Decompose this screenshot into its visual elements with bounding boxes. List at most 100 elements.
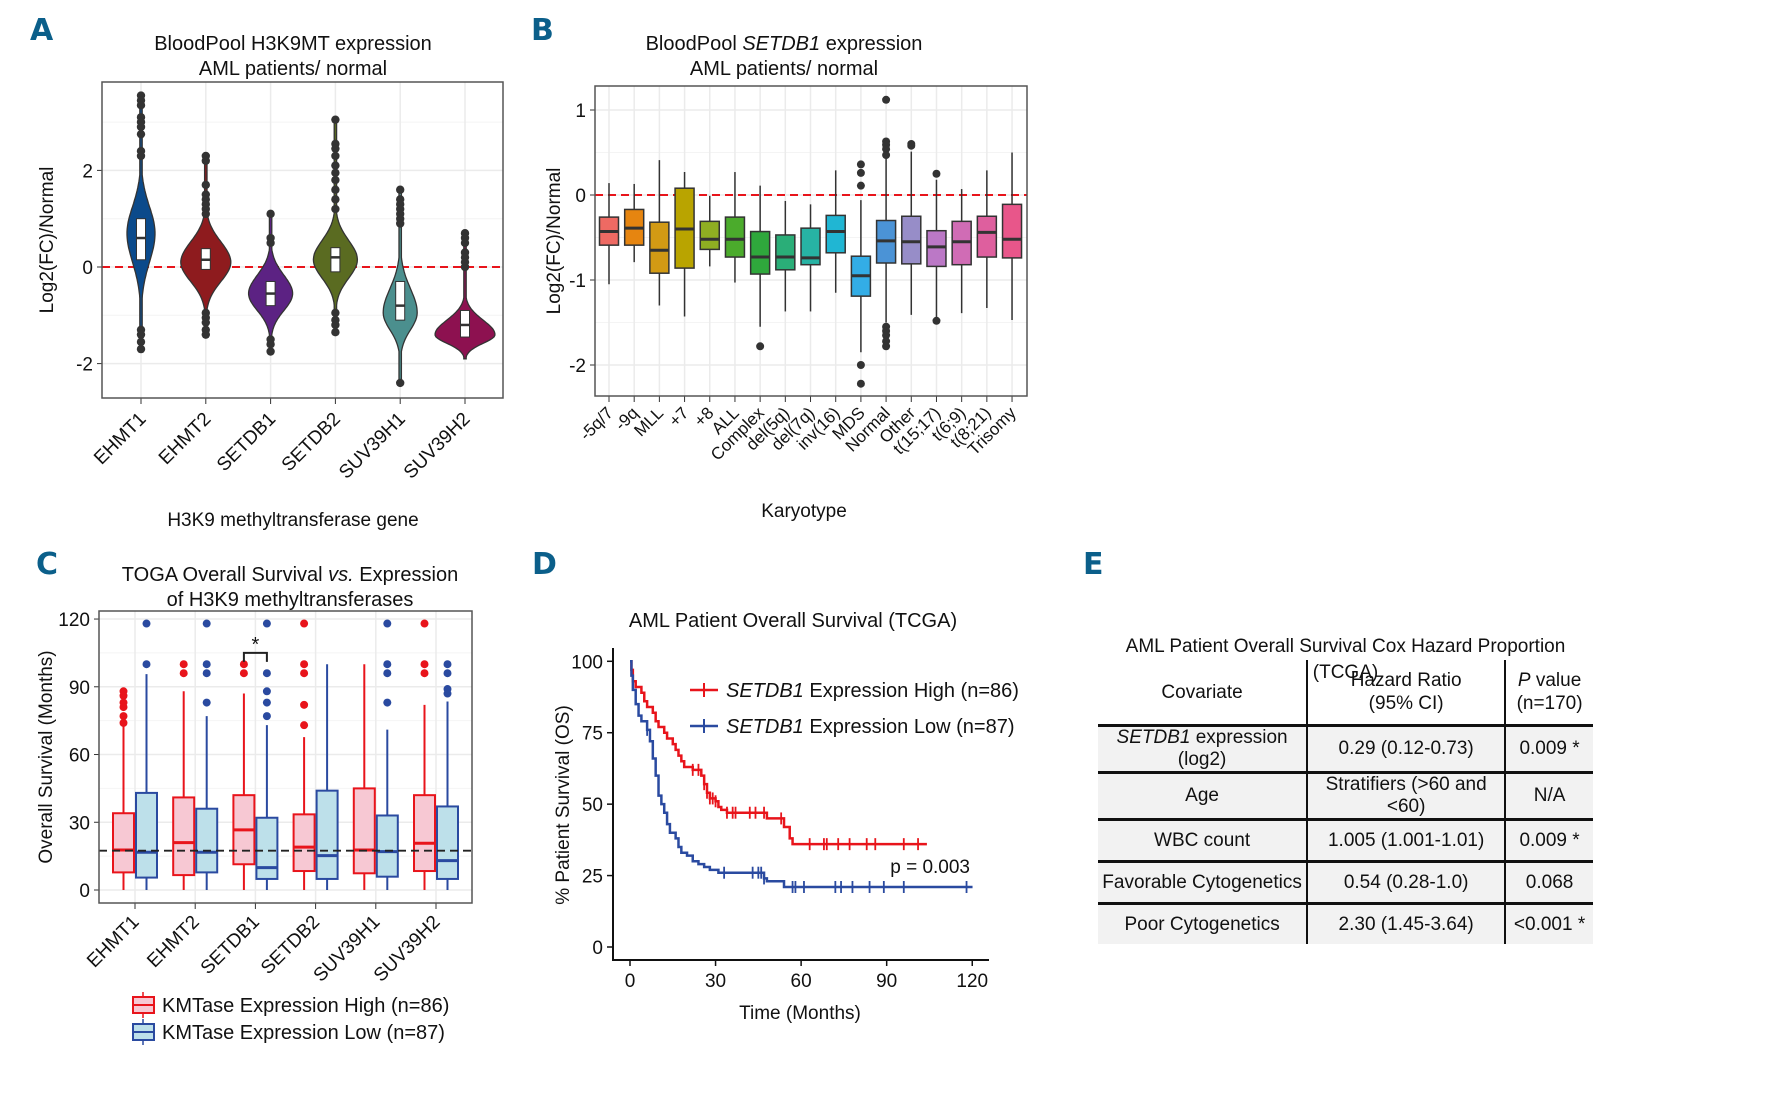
box-SETDB2 — [330, 247, 341, 273]
x-tick-label: SUV39H2 — [370, 912, 445, 987]
box-high-SETDB2 — [292, 813, 316, 873]
box-t(8;21) — [976, 215, 998, 258]
legend-label: KMTase Expression Low (n=87) — [162, 1022, 445, 1044]
y-tick-label: 75 — [582, 724, 603, 745]
x-tick-label: EHMT2 — [155, 409, 215, 469]
outlier-point — [907, 141, 916, 150]
legend-label: SETDB1 Expression High (n=86) — [726, 680, 1019, 702]
outlier-point — [136, 122, 146, 132]
legend-label-italic: SETDB1 — [726, 716, 804, 738]
outlier-point — [262, 687, 271, 696]
x-tick-label: 0 — [625, 971, 636, 992]
outlier-point — [331, 151, 340, 161]
cell-hazard-ratio: Stratifiers (>60 and <60) — [1307, 772, 1507, 821]
outlier-point — [201, 180, 210, 190]
header-p-line1: value — [1530, 670, 1582, 691]
plot-frame — [98, 610, 473, 904]
title-part: TOGA Overall Survival — [122, 564, 328, 586]
table-row: Favorable Cytogenetics 0.54 (0.28-1.0) 0.0… — [1098, 861, 1593, 905]
table-row: Poor Cytogenetics 2.30 (1.45-3.64) <0.001 … — [1098, 903, 1593, 944]
outlier-point — [420, 669, 429, 678]
cox-hazard-table: AML Patient Overall Survival Cox Hazard … — [1098, 634, 1593, 944]
cell-hazard-ratio: 0.29 (0.12-0.73) — [1307, 725, 1507, 774]
outlier-point — [136, 337, 146, 347]
significance-bracket — [242, 651, 268, 662]
outlier-point — [856, 361, 865, 369]
panel-label-c: C — [36, 547, 58, 582]
box-ALL — [724, 216, 746, 258]
outlier-point — [882, 331, 891, 340]
outlier-point — [460, 262, 470, 272]
chart-d-xlabel: Time (Months) — [739, 1003, 861, 1024]
outlier-point — [262, 712, 271, 721]
x-tick-label: SETDB1 — [197, 912, 264, 979]
outlier-point — [136, 100, 146, 110]
x-tick-label: SUV39H2 — [400, 409, 475, 484]
outlier-point — [202, 619, 211, 628]
outlier-point — [396, 185, 405, 194]
box-Complex — [749, 230, 771, 275]
outlier-point — [420, 660, 429, 669]
panel-label-e: E — [1083, 547, 1104, 582]
outlier-point — [119, 718, 128, 727]
outlier-point — [262, 669, 271, 678]
legend-label: KMTase Expression High (n=86) — [162, 995, 449, 1017]
header-p-line2: (n=170) — [1516, 693, 1583, 714]
cell-hazard-ratio: 1.005 (1.001-1.01) — [1307, 819, 1507, 863]
outlier-point — [420, 619, 429, 628]
outlier-point — [201, 156, 210, 165]
chart-c-title-line1: TOGA Overall Survival vs. Expression — [122, 564, 458, 586]
x-tick-label: 90 — [876, 971, 897, 992]
covariate-text: Age — [1185, 785, 1219, 806]
chart-a-title-line2: AML patients/ normal — [199, 58, 387, 80]
y-tick-label: 100 — [571, 652, 603, 673]
covariate-text: WBC count — [1154, 829, 1251, 851]
chart-b-xlabel: Karyotype — [761, 501, 847, 522]
y-tick-label: 90 — [69, 678, 90, 699]
outlier-point — [266, 347, 275, 356]
outlier-point — [201, 330, 210, 339]
outlier-point — [331, 204, 340, 214]
header-hr-line2: (95% CI) — [1368, 693, 1444, 714]
outlier-point — [331, 175, 340, 185]
outlier-point — [300, 660, 309, 669]
legend-label-italic: SETDB1 — [726, 680, 804, 702]
outlier-point — [136, 344, 146, 354]
outlier-point — [262, 698, 271, 707]
x-tick-label: SETDB1 — [213, 409, 280, 476]
survival-curve-low — [630, 660, 973, 889]
outlier-point — [179, 669, 188, 678]
y-tick-label: 0 — [82, 258, 93, 279]
outlier-point — [201, 209, 210, 219]
outlier-point — [331, 320, 340, 330]
outlier-point — [142, 660, 151, 669]
plot-frame — [101, 81, 504, 399]
y-tick-label: 2 — [82, 161, 93, 182]
outlier-point — [239, 660, 248, 669]
box-low-SUV39H2 — [436, 805, 459, 880]
title-part-italic: SETDB1 — [742, 33, 820, 55]
outlier-point — [383, 619, 392, 628]
header-covariate: Covariate — [1098, 660, 1309, 727]
outlier-point — [396, 378, 405, 388]
outlier-point — [331, 195, 340, 204]
outlier-point — [262, 619, 271, 628]
box-low-SETDB2 — [315, 789, 339, 880]
box-del(7q) — [800, 227, 821, 266]
outlier-point — [300, 619, 309, 628]
table-header-row: Covariate Hazard Ratio (95% CI) P value (n… — [1098, 660, 1593, 727]
outlier-point — [202, 669, 211, 678]
outlier-point — [331, 161, 340, 170]
x-tick-label: SETDB2 — [278, 409, 345, 476]
chart-d-ylabel: % Patient Survival (OS) — [553, 705, 574, 905]
x-tick-label: EHMT1 — [83, 912, 143, 972]
covariate-italic: SETDB1 — [1116, 727, 1191, 748]
x-tick-label: +7 — [665, 403, 692, 430]
cell-p-value: 0.009 * — [1505, 725, 1593, 774]
outlier-point — [266, 238, 275, 248]
y-tick-label: 0 — [575, 186, 586, 207]
table-row: Age Stratifiers (>60 and <60) N/A — [1098, 772, 1593, 821]
chart-b-title-line2: AML patients/ normal — [690, 58, 878, 80]
outlier-point — [119, 703, 128, 712]
